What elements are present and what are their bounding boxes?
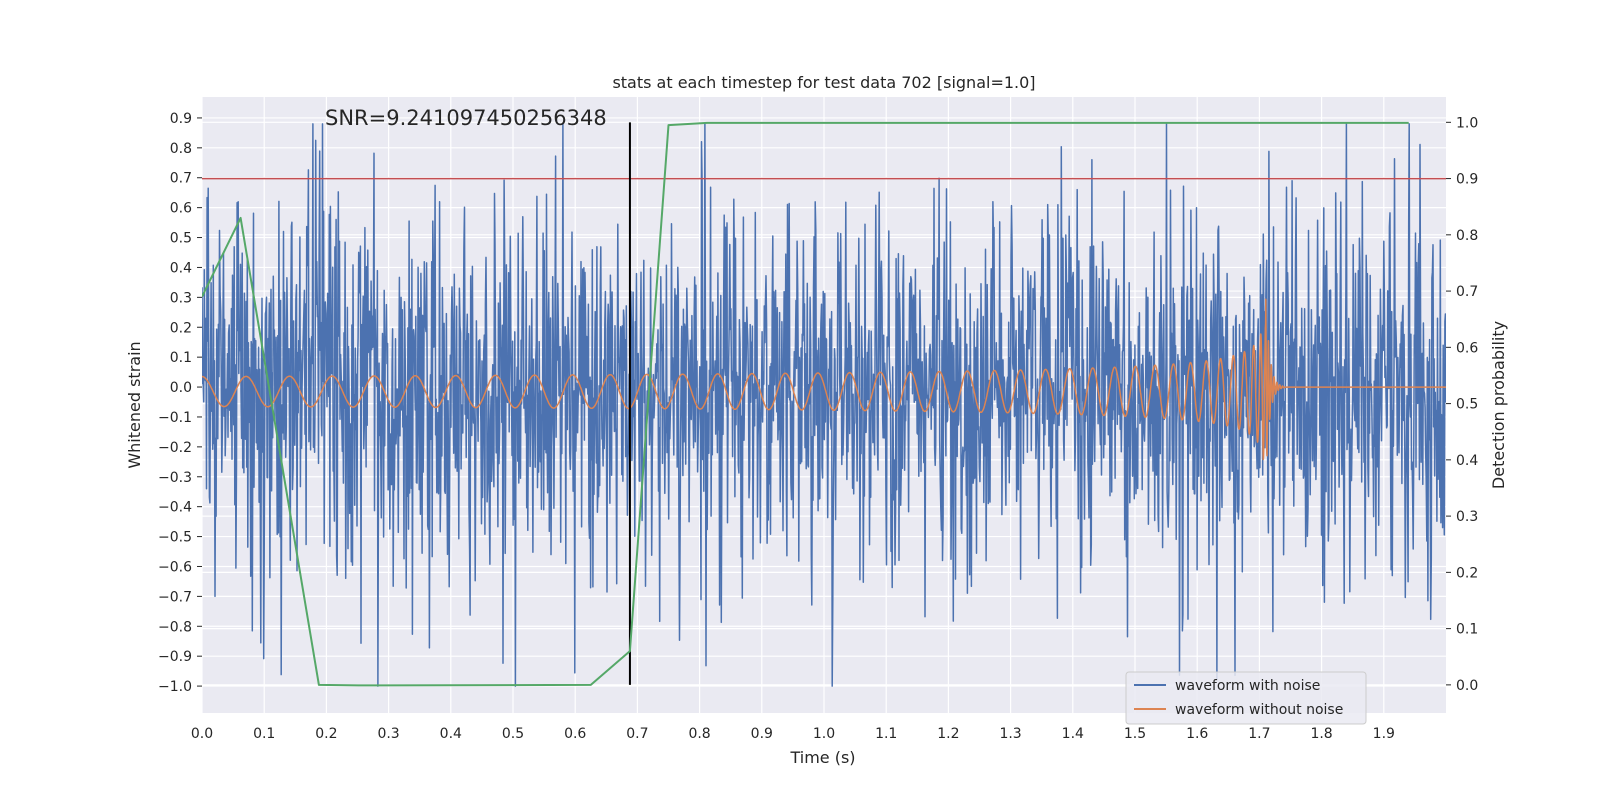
x-axis-label: Time (s) — [789, 748, 855, 767]
y-tick-label-left: −0.4 — [158, 500, 192, 516]
y-tick-label-left: 0.6 — [170, 201, 192, 217]
x-tick-label: 1.0 — [813, 726, 835, 742]
x-tick-label: 0.7 — [626, 726, 648, 742]
y-tick-label-left: −0.2 — [158, 440, 192, 456]
y-tick-label-left: 0.7 — [170, 171, 192, 187]
y-tick-label-right: 1.0 — [1456, 115, 1478, 131]
x-tick-label: 1.9 — [1373, 726, 1395, 742]
y-tick-label-left: −0.3 — [158, 470, 192, 486]
y-tick-label-right: 0.1 — [1456, 622, 1478, 638]
y-tick-label-right: 0.6 — [1456, 340, 1478, 356]
y-tick-label-right: 0.3 — [1456, 509, 1478, 525]
y-tick-label-left: 0.3 — [170, 290, 192, 306]
left-y-axis-ticks: 0.9 0.8 0.7 0.6 0.5 0.4 0.3 0.2 0.1 0.0 −0.1 −0.2 −0… — [158, 111, 202, 695]
y-tick-label-left: 0.1 — [170, 350, 192, 366]
legend-label-clean: waveform without noise — [1175, 702, 1343, 718]
y-tick-label-left: −0.5 — [158, 530, 192, 546]
right-y-axis-ticks: 1.0 0.9 0.8 0.7 0.6 0.5 0.4 0.3 0.2 0.1 0.0 — [1446, 115, 1478, 694]
y-tick-label-right: 0.8 — [1456, 228, 1478, 244]
x-tick-label: 1.1 — [875, 726, 897, 742]
y-tick-label-left: 0.5 — [170, 231, 192, 247]
x-tick-label: 0.4 — [440, 726, 462, 742]
y-tick-label-right: 0.7 — [1456, 284, 1478, 300]
x-tick-label: 1.4 — [1062, 726, 1084, 742]
x-tick-label: 0.9 — [751, 726, 773, 742]
y-tick-label-left: 0.4 — [170, 260, 192, 276]
x-tick-label: 0.1 — [253, 726, 275, 742]
x-axis-ticks: 0.0 0.1 0.2 0.3 0.4 0.5 0.6 0.7 0.8 0.9 1.0 1.1 1.2 1… — [191, 726, 1395, 742]
x-tick-label: 0.0 — [191, 726, 213, 742]
y-tick-label-left: −0.1 — [158, 410, 192, 426]
chart-title: stats at each timestep for test data 702… — [612, 73, 1035, 92]
y-tick-label-left: −0.8 — [158, 619, 192, 635]
y-tick-label-right: 0.0 — [1456, 678, 1478, 694]
y-tick-label-left: −1.0 — [158, 679, 192, 695]
right-y-axis-label: Detection probability — [1489, 321, 1508, 489]
x-tick-label: 1.8 — [1310, 726, 1332, 742]
x-tick-label: 0.8 — [688, 726, 710, 742]
y-tick-label-left: 0.9 — [170, 111, 192, 127]
legend: waveform with noise waveform without noi… — [1125, 671, 1367, 725]
y-tick-label-left: 0.2 — [170, 320, 192, 336]
x-tick-label: 1.3 — [999, 726, 1021, 742]
y-tick-label-left: −0.7 — [158, 589, 192, 605]
legend-label-noisy: waveform with noise — [1175, 678, 1320, 694]
x-tick-label: 0.6 — [564, 726, 586, 742]
x-tick-label: 1.2 — [937, 726, 959, 742]
snr-annotation: SNR=9.241097450256348 — [325, 106, 607, 130]
y-tick-label-left: −0.6 — [158, 559, 192, 575]
legend-box — [1125, 671, 1367, 725]
x-tick-label: 0.3 — [377, 726, 399, 742]
series-noisy-waveform-line — [202, 123, 1446, 687]
y-tick-label-left: −0.9 — [158, 649, 192, 665]
x-tick-label: 1.7 — [1248, 726, 1270, 742]
y-tick-label-right: 0.5 — [1456, 397, 1478, 413]
x-tick-label: 0.5 — [502, 726, 524, 742]
x-tick-label: 1.5 — [1124, 726, 1146, 742]
x-tick-label: 1.6 — [1186, 726, 1208, 742]
y-tick-label-right: 0.2 — [1456, 565, 1478, 581]
y-tick-label-right: 0.9 — [1456, 172, 1478, 188]
left-y-axis-label: Whitened strain — [125, 341, 144, 468]
y-tick-label-left: 0.8 — [170, 141, 192, 157]
x-tick-label: 0.2 — [315, 726, 337, 742]
series-detection-probability-line — [202, 121, 1409, 687]
series-clean-waveform-line — [202, 298, 1446, 461]
y-tick-label-right: 0.4 — [1456, 453, 1478, 469]
y-tick-label-left: 0.0 — [170, 380, 192, 396]
